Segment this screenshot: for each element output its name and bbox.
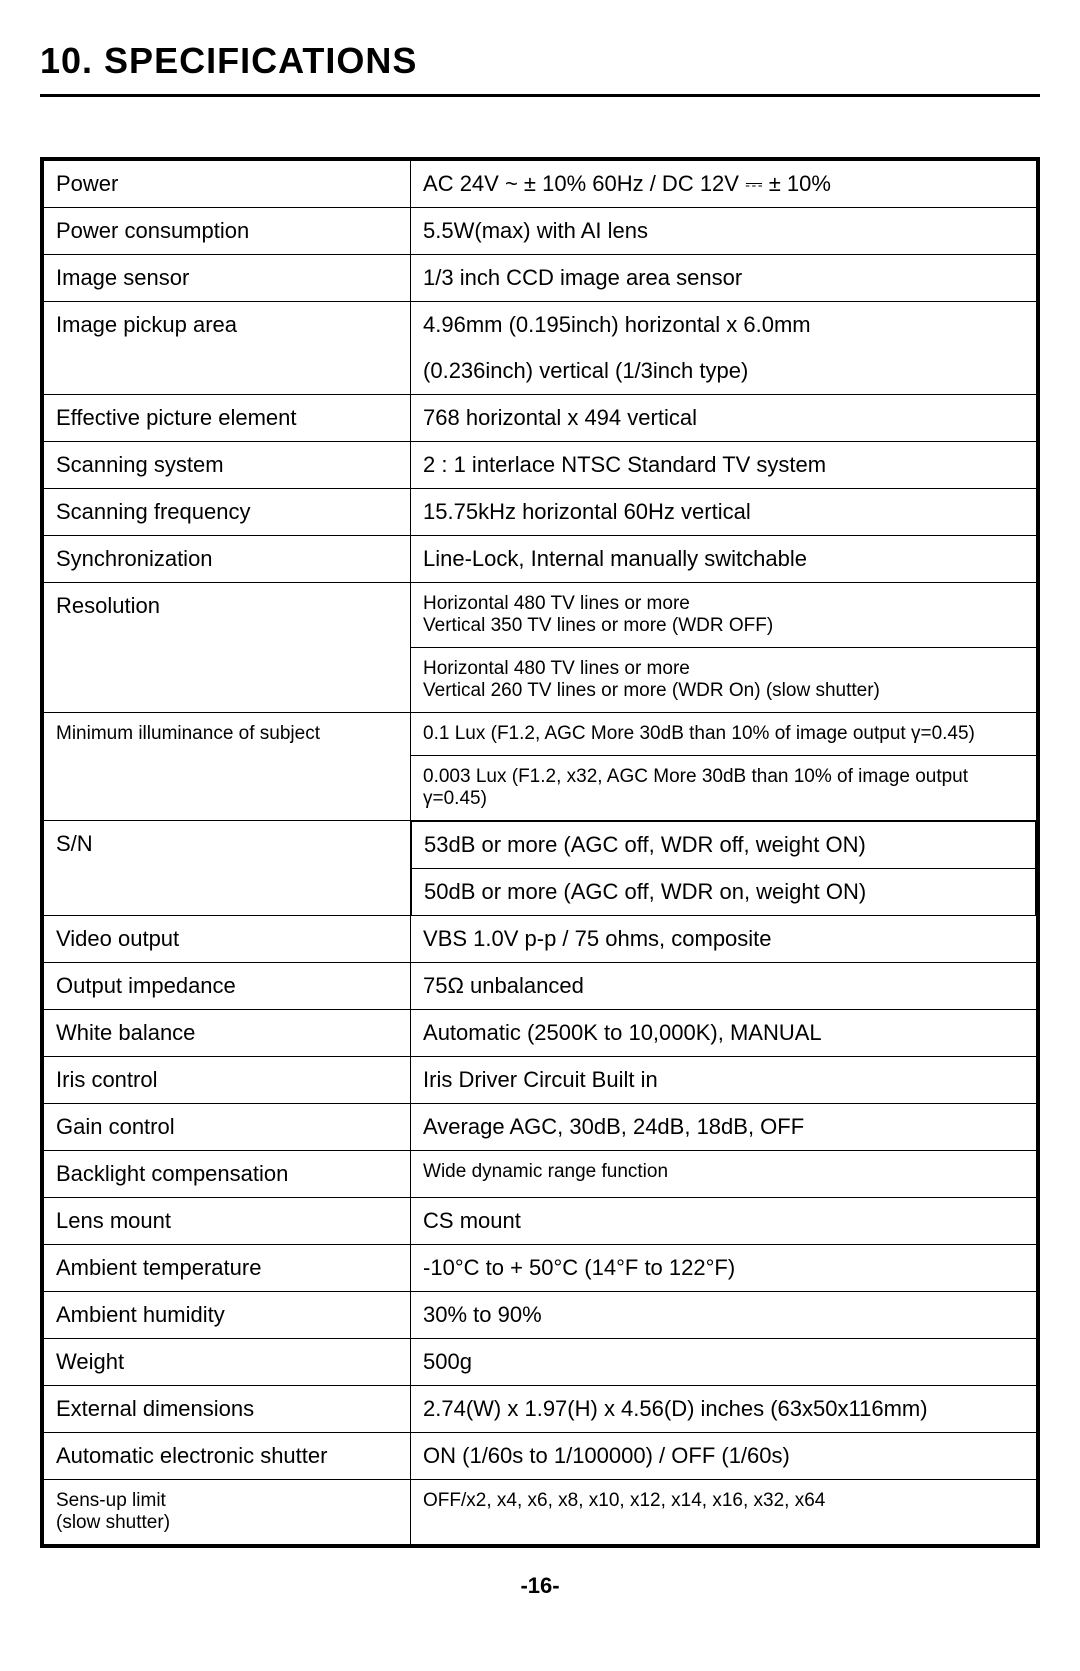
table-row: External dimensions 2.74(W) x 1.97(H) x … [42, 1386, 1038, 1433]
spec-value: Line-Lock, Internal manually switchable [411, 536, 1038, 583]
table-row: S/N 53dB or more (AGC off, WDR off, weig… [42, 821, 1038, 916]
title-rule [40, 94, 1040, 97]
spec-label: Minimum illuminance of subject [42, 713, 411, 821]
spec-value: 75Ω unbalanced [411, 963, 1038, 1010]
spec-label: Lens mount [42, 1198, 411, 1245]
spec-value: 4.96mm (0.195inch) horizontal x 6.0mm [411, 302, 1038, 349]
spec-value: -10°C to + 50°C (14°F to 122°F) [411, 1245, 1038, 1292]
table-row: Output impedance 75Ω unbalanced [42, 963, 1038, 1010]
spec-label: Ambient temperature [42, 1245, 411, 1292]
table-row: Backlight compensation Wide dynamic rang… [42, 1151, 1038, 1198]
spec-value: Horizontal 480 TV lines or more Vertical… [411, 648, 1038, 713]
table-row: Automatic electronic shutter ON (1/60s t… [42, 1433, 1038, 1480]
spec-label: Image sensor [42, 255, 411, 302]
table-row: Power consumption 5.5W(max) with AI lens [42, 208, 1038, 255]
spec-value: VBS 1.0V p-p / 75 ohms, composite [411, 916, 1038, 963]
spec-label: Gain control [42, 1104, 411, 1151]
spec-value: OFF/x2, x4, x6, x8, x10, x12, x14, x16, … [411, 1480, 1038, 1547]
spec-value: ON (1/60s to 1/100000) / OFF (1/60s) [411, 1433, 1038, 1480]
table-row: Sens-up limit (slow shutter) OFF/x2, x4,… [42, 1480, 1038, 1547]
table-row: Weight 500g [42, 1339, 1038, 1386]
spec-label: Power [42, 159, 411, 208]
spec-label: Power consumption [42, 208, 411, 255]
table-row: Minimum illuminance of subject 0.1 Lux (… [42, 713, 1038, 756]
table-row: Image pickup area 4.96mm (0.195inch) hor… [42, 302, 1038, 349]
spec-value: Horizontal 480 TV lines or more Vertical… [411, 583, 1038, 648]
spec-value: CS mount [411, 1198, 1038, 1245]
spec-value: 0.003 Lux (F1.2, x32, AGC More 30dB than… [411, 756, 1038, 821]
table-row: Scanning system 2 : 1 interlace NTSC Sta… [42, 442, 1038, 489]
spec-label: Synchronization [42, 536, 411, 583]
spec-label: Effective picture element [42, 395, 411, 442]
table-row: Resolution Horizontal 480 TV lines or mo… [42, 583, 1038, 648]
spec-label: Video output [42, 916, 411, 963]
spec-label: External dimensions [42, 1386, 411, 1433]
spec-label: Ambient humidity [42, 1292, 411, 1339]
table-row: Image sensor 1/3 inch CCD image area sen… [42, 255, 1038, 302]
spec-value: 768 horizontal x 494 vertical [411, 395, 1038, 442]
table-row: Ambient temperature -10°C to + 50°C (14°… [42, 1245, 1038, 1292]
spec-value: (0.236inch) vertical (1/3inch type) [411, 348, 1038, 395]
spec-label: Output impedance [42, 963, 411, 1010]
spec-value: 30% to 90% [411, 1292, 1038, 1339]
spec-label: White balance [42, 1010, 411, 1057]
spec-label: Backlight compensation [42, 1151, 411, 1198]
table-row: Video output VBS 1.0V p-p / 75 ohms, com… [42, 916, 1038, 963]
spec-value: 1/3 inch CCD image area sensor [411, 255, 1038, 302]
section-title: 10. SPECIFICATIONS [40, 40, 1040, 82]
spec-value: 53dB or more (AGC off, WDR off, weight O… [411, 821, 1038, 916]
spec-table: Power AC 24V ~ ± 10% 60Hz / DC 12V ⎓ ± 1… [40, 157, 1040, 1548]
spec-label: Iris control [42, 1057, 411, 1104]
table-row: White balance Automatic (2500K to 10,000… [42, 1010, 1038, 1057]
table-row: Iris control Iris Driver Circuit Built i… [42, 1057, 1038, 1104]
spec-value: 5.5W(max) with AI lens [411, 208, 1038, 255]
table-row: Power AC 24V ~ ± 10% 60Hz / DC 12V ⎓ ± 1… [42, 159, 1038, 208]
spec-label: Scanning system [42, 442, 411, 489]
spec-value: 15.75kHz horizontal 60Hz vertical [411, 489, 1038, 536]
spec-value: Average AGC, 30dB, 24dB, 18dB, OFF [411, 1104, 1038, 1151]
spec-value: 0.1 Lux (F1.2, AGC More 30dB than 10% of… [411, 713, 1038, 756]
spec-value: 2 : 1 interlace NTSC Standard TV system [411, 442, 1038, 489]
table-row: Gain control Average AGC, 30dB, 24dB, 18… [42, 1104, 1038, 1151]
table-row: Synchronization Line-Lock, Internal manu… [42, 536, 1038, 583]
table-row: Scanning frequency 15.75kHz horizontal 6… [42, 489, 1038, 536]
spec-label: Sens-up limit (slow shutter) [42, 1480, 411, 1547]
spec-label: Resolution [42, 583, 411, 713]
table-row: Ambient humidity 30% to 90% [42, 1292, 1038, 1339]
spec-value: 500g [411, 1339, 1038, 1386]
spec-value: AC 24V ~ ± 10% 60Hz / DC 12V ⎓ ± 10% [411, 159, 1038, 208]
spec-label: Scanning frequency [42, 489, 411, 536]
spec-value: Iris Driver Circuit Built in [411, 1057, 1038, 1104]
spec-label: Image pickup area [42, 302, 411, 395]
spec-label: S/N [42, 821, 411, 916]
page-number: -16- [40, 1573, 1040, 1599]
spec-label: Weight [42, 1339, 411, 1386]
table-row: Lens mount CS mount [42, 1198, 1038, 1245]
spec-label: Automatic electronic shutter [42, 1433, 411, 1480]
spec-value: 2.74(W) x 1.97(H) x 4.56(D) inches (63x5… [411, 1386, 1038, 1433]
spec-value: Automatic (2500K to 10,000K), MANUAL [411, 1010, 1038, 1057]
spec-value: Wide dynamic range function [411, 1151, 1038, 1198]
table-row: Effective picture element 768 horizontal… [42, 395, 1038, 442]
